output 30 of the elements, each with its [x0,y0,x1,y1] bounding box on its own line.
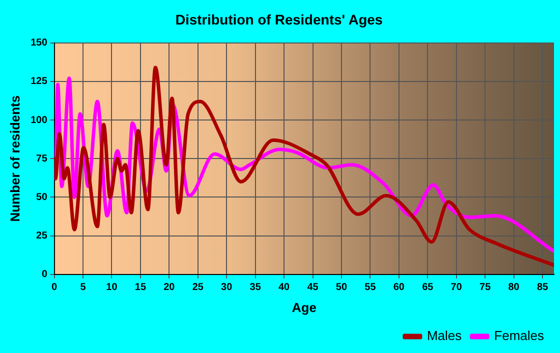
x-tick-label: 85 [536,282,549,294]
x-tick-label: 50 [336,282,348,294]
legend-label: Males [426,328,462,344]
chart-title: Distribution of Residents' Ages [175,11,383,28]
x-tick-label: 40 [278,282,290,294]
x-tick-label: 10 [106,282,118,294]
y-tick-label: 25 [36,230,48,242]
y-tick-label: 150 [30,38,48,49]
x-tick-label: 15 [134,282,146,294]
x-tick-label: 5 [80,282,86,294]
y-axis-title: Number of residents [7,95,22,222]
x-tick-label: 60 [393,282,405,294]
x-tick-label: 65 [422,282,434,294]
x-tick-label: 20 [164,282,176,294]
x-tick-label: 0 [52,282,58,294]
y-tick-label: 0 [42,269,48,280]
x-tick-label: 30 [221,282,233,294]
x-tick-label: 70 [450,282,462,294]
y-tick-label: 75 [36,153,48,164]
y-tick-label: 50 [36,192,48,203]
x-tick-label: 80 [508,282,520,294]
x-axis-title: Age [292,300,316,315]
y-tick-label: 100 [30,114,48,126]
y-tick-label: 125 [30,76,48,88]
legend-label: Females [494,328,544,344]
x-tick-label: 55 [364,282,376,294]
x-tick-label: 35 [250,282,262,294]
x-tick-label: 25 [192,282,204,294]
x-tick-label: 75 [480,282,492,294]
x-tick-label: 45 [307,282,319,294]
